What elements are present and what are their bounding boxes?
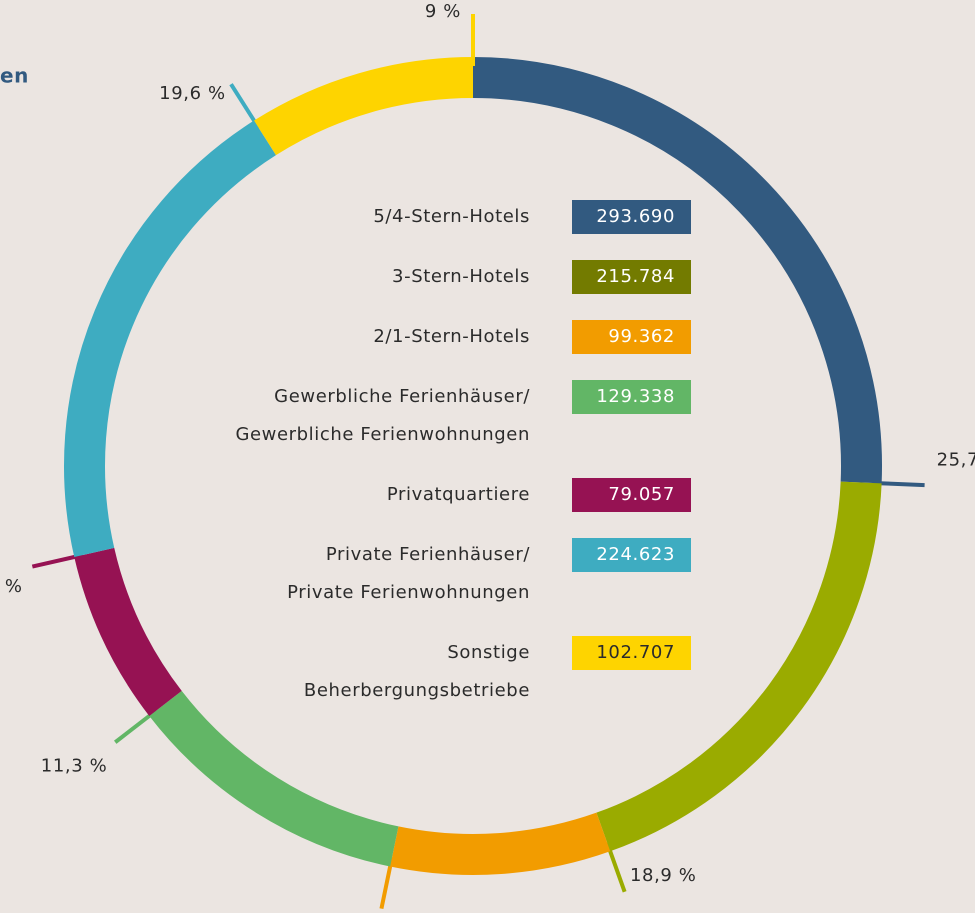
legend-label: Sonstige xyxy=(447,642,530,663)
donut-segment xyxy=(390,812,611,875)
legend-label: Private Ferienhäuser/ xyxy=(326,544,531,565)
legend-label: 3-Stern-Hotels xyxy=(392,266,530,287)
donut-segment xyxy=(64,120,277,557)
legend-box xyxy=(572,538,691,572)
donut-segment xyxy=(74,547,182,716)
percent-label: 9 % xyxy=(425,1,461,22)
legend-label: Gewerbliche Ferienhäuser/ xyxy=(274,386,530,407)
count-label: 129.338 xyxy=(596,386,675,407)
legend-label: 5/4-Stern-Hotels xyxy=(373,206,530,227)
percent-label: 6,9 % xyxy=(0,576,23,597)
legend-label: 2/1-Stern-Hotels xyxy=(373,326,530,347)
count-label: 102.707 xyxy=(596,642,675,663)
legend-box xyxy=(572,380,691,414)
chart-title: en xyxy=(0,64,29,88)
percent-label: 11,3 % xyxy=(41,755,108,776)
percent-label: 19,6 % xyxy=(159,83,226,104)
count-label: 293.690 xyxy=(596,206,675,227)
legend-box xyxy=(572,260,691,294)
donut-segment xyxy=(472,57,882,484)
legend-label: Gewerbliche Ferienwohnungen xyxy=(235,424,530,445)
legend-box xyxy=(572,320,691,354)
legend-box xyxy=(572,636,691,670)
legend-box xyxy=(572,200,691,234)
leader-line xyxy=(379,857,394,910)
legend-label: Private Ferienwohnungen xyxy=(287,582,530,603)
count-label: 99.362 xyxy=(608,326,675,347)
leader-line xyxy=(114,708,158,744)
legend-box xyxy=(572,478,691,512)
donut-segment xyxy=(254,57,474,156)
percent-label: 18,9 % xyxy=(630,865,697,886)
donut-segment xyxy=(596,481,882,852)
count-label: 215.784 xyxy=(596,266,675,287)
count-label: 224.623 xyxy=(596,544,675,565)
legend-label: Privatquartiere xyxy=(387,484,530,505)
count-label: 79.057 xyxy=(608,484,675,505)
donut-segment xyxy=(149,690,399,867)
legend-label: Beherbergungsbetriebe xyxy=(304,680,530,701)
percent-label: 25,7 % xyxy=(937,450,975,471)
